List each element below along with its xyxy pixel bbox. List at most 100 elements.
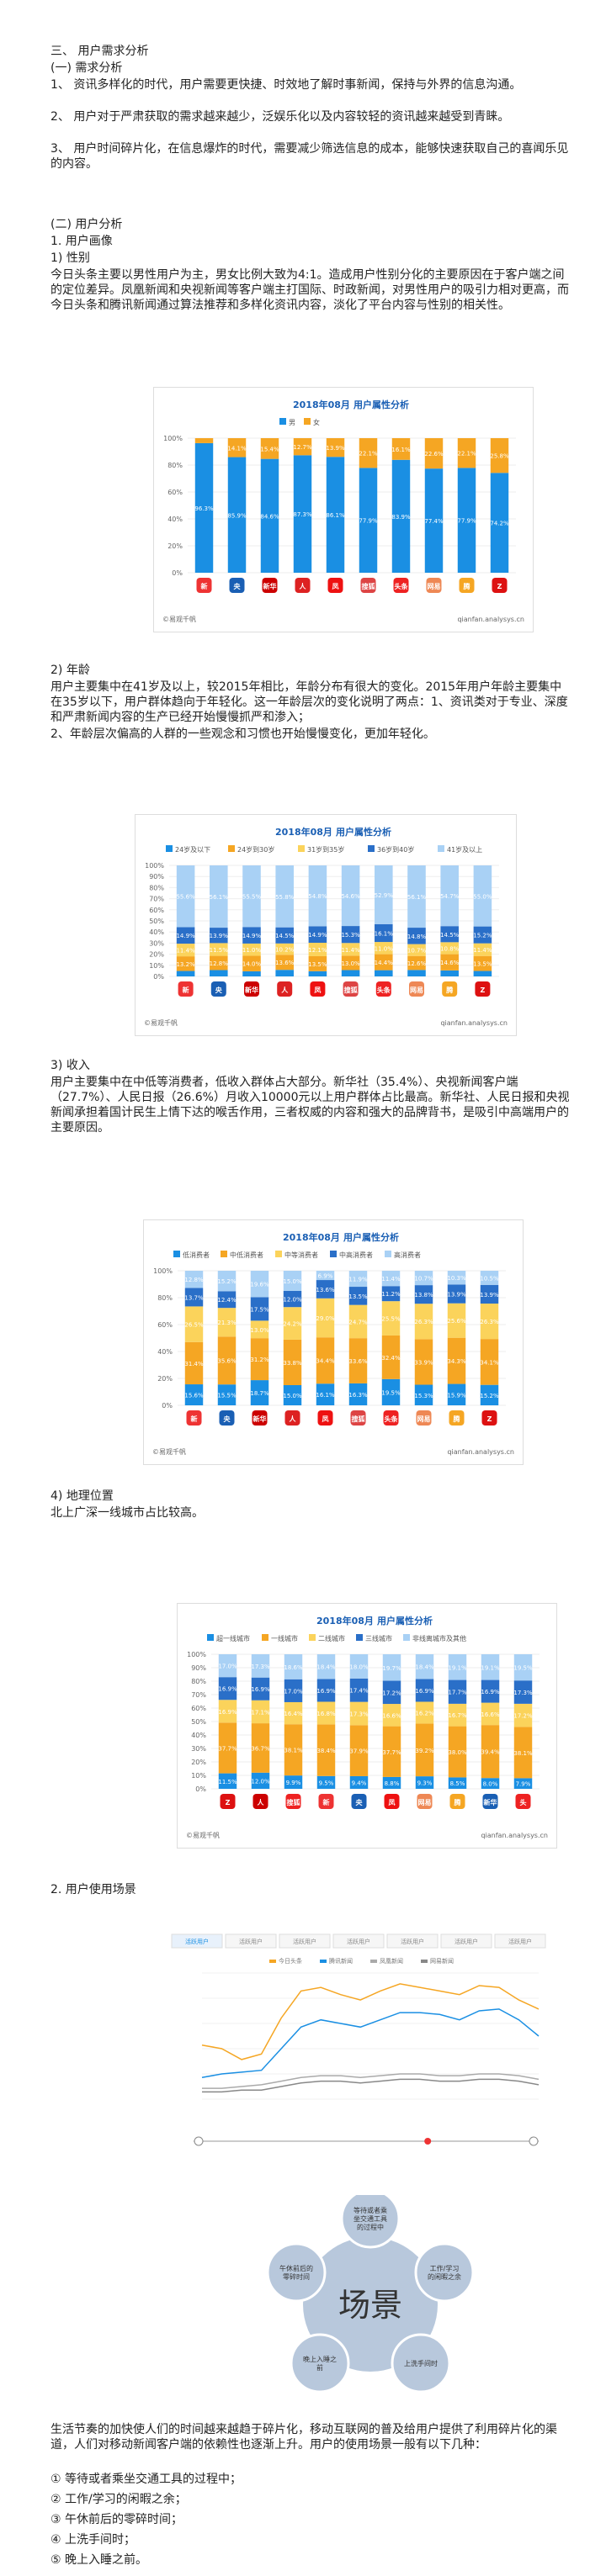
bar-segment — [480, 1304, 499, 1340]
bar-segment — [218, 1654, 237, 1678]
app-icon — [229, 578, 245, 593]
bar-segment — [440, 954, 459, 971]
data-label: 55.5% — [242, 894, 262, 901]
y-tick-label: 80% — [149, 884, 164, 891]
bar-segment — [447, 1271, 466, 1285]
legend-label: 24岁及以下 — [175, 845, 210, 854]
source-right: qianfan.analysys.cn — [447, 1448, 514, 1456]
legend-label: 中高消费者 — [339, 1251, 373, 1259]
legend-label: 男 — [289, 419, 295, 426]
bar-segment — [341, 943, 360, 956]
app-icon — [262, 578, 278, 593]
bar-segment — [448, 1679, 467, 1704]
bar-segment — [283, 1385, 302, 1405]
diagram-node-label: 的过程中 — [357, 2223, 384, 2231]
app-icon-label: 腾 — [463, 582, 471, 590]
data-label: 32.4% — [381, 1355, 401, 1362]
data-label: 12.0% — [251, 1778, 270, 1785]
app-icon-label: 人 — [290, 1415, 297, 1423]
data-label: 14.9% — [308, 932, 327, 939]
section3-sub1: (一) 需求分析 — [50, 61, 123, 75]
bar-segment — [447, 1337, 466, 1384]
data-label: 14.4% — [375, 960, 394, 966]
bar-segment — [457, 438, 476, 468]
legend-swatch — [356, 1634, 363, 1641]
y-tick-label: 20% — [191, 1759, 206, 1766]
trend-tab — [494, 1933, 546, 1949]
data-label: 86.1% — [326, 512, 345, 519]
bar-segment — [407, 955, 426, 971]
trend-tab-label: 活跃用户 — [454, 1938, 478, 1945]
slider-handle — [529, 2136, 539, 2146]
legend-label: 腾讯新闻 — [329, 1957, 353, 1965]
data-label: 12.1% — [308, 947, 327, 954]
bar-segment — [308, 943, 327, 956]
trend-tab-label: 活跃用户 — [401, 1938, 424, 1945]
bar-segment — [250, 1380, 269, 1405]
age-paragraph-1: 用户主要集中在41岁及以上，较2015年相比，年龄分布有很大的变化。2015年用… — [50, 680, 568, 724]
data-label: 16.9% — [316, 1688, 336, 1695]
bar-segment — [250, 1338, 269, 1381]
data-label: 77.9% — [457, 518, 476, 525]
y-tick-label: 60% — [191, 1705, 206, 1712]
y-tick-label: 0% — [195, 1785, 206, 1793]
bar-segment — [391, 459, 411, 573]
section3-p3: 3、 用户时间碎片化，在信息爆炸的时代，需要减少筛选信息的成本，能够快速获取自己… — [50, 142, 569, 171]
y-tick-label: 40% — [167, 516, 183, 523]
app-icon-label: 凤 — [389, 1799, 396, 1806]
app-icon — [343, 981, 359, 997]
y-tick-label: 10% — [149, 962, 164, 970]
data-label: 24.7% — [348, 1319, 368, 1325]
bar-segment — [284, 1701, 303, 1725]
diagram-node-label: 坐交通工具 — [354, 2214, 387, 2223]
y-tick-label: 0% — [172, 569, 183, 577]
bar-segment — [260, 458, 279, 573]
y-tick-label: 80% — [191, 1678, 206, 1685]
bar-segment — [473, 865, 492, 927]
portrait-heading: 1. 用户画像 — [50, 235, 113, 248]
app-icon-label: 凤 — [322, 1415, 329, 1423]
income-heading: 3) 收入 — [50, 1059, 90, 1072]
bar-segment — [447, 1383, 466, 1405]
data-label: 13.5% — [308, 961, 327, 968]
legend-swatch — [309, 1634, 316, 1641]
data-label: 13.9% — [210, 933, 229, 939]
bar-segment — [448, 1777, 467, 1789]
data-label: 16.9% — [251, 1686, 270, 1693]
legend-swatch — [370, 1960, 377, 1963]
data-label: 11.9% — [348, 1277, 368, 1283]
y-tick-label: 60% — [167, 489, 183, 496]
data-label: 56.1% — [407, 894, 427, 901]
data-label: 19.1% — [481, 1664, 500, 1671]
data-label: 13.5% — [473, 961, 492, 968]
app-icon — [318, 1794, 334, 1809]
app-icon-label: 头条 — [385, 1415, 399, 1423]
source-left: ©易观千帆 — [162, 615, 196, 623]
bar-segment — [250, 1271, 269, 1298]
app-icon-label: 搜狐 — [362, 582, 375, 590]
bar-segment — [375, 970, 393, 976]
bar-segment — [348, 1338, 368, 1383]
bar-segment — [375, 942, 393, 955]
bar-segment — [382, 1776, 401, 1789]
legend-swatch — [385, 1251, 391, 1257]
scene-diagram: 场景 等待或者乘 坐交通工具 的过程中 工作/学习 的闲暇之余 上洗手间时 晚上入睡之前 午休前… — [236, 2188, 505, 2405]
data-label: 19.5% — [513, 1665, 533, 1672]
diagram-center-circle — [303, 2237, 438, 2372]
bar-segment — [415, 1654, 434, 1679]
data-label: 16.1% — [391, 447, 411, 453]
legend-label: 41岁及以上 — [447, 845, 482, 854]
app-icon — [416, 1410, 432, 1426]
source-right: qianfan.analysys.cn — [440, 1019, 508, 1027]
chart-title: 用户属性分析 — [336, 826, 391, 838]
series-line — [201, 1983, 540, 2060]
bar-segment — [227, 438, 247, 458]
app-icon-label: 人 — [281, 986, 289, 994]
legend-label: 非线离城市及其他 — [412, 1634, 466, 1642]
data-label: 8.8% — [385, 1780, 400, 1787]
trend-tab — [225, 1933, 277, 1949]
data-label: 12.8% — [184, 1277, 204, 1283]
source-left: ©易观千帆 — [186, 1831, 220, 1839]
y-tick-label: 10% — [191, 1772, 206, 1780]
